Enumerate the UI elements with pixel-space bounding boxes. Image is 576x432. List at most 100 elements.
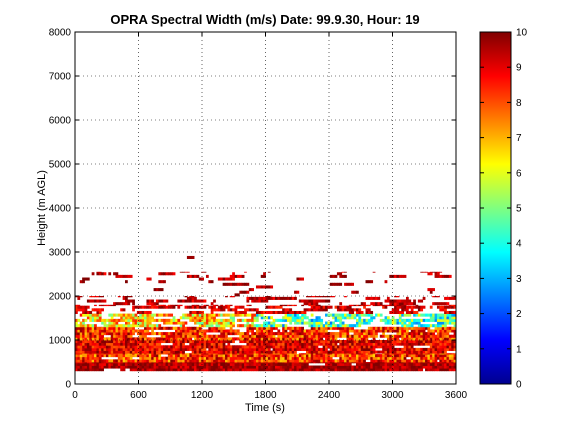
heatmap-cell — [177, 334, 181, 338]
heatmap-cell — [203, 354, 207, 358]
heatmap-cell — [122, 353, 126, 355]
heatmap-cell — [384, 321, 388, 325]
heatmap-cell — [189, 296, 193, 300]
heatmap-cell — [151, 316, 154, 320]
heatmap-cell — [410, 318, 414, 322]
heatmap-cell — [175, 356, 178, 360]
heatmap-cell — [260, 362, 264, 366]
heatmap-cell — [210, 368, 214, 372]
heatmap-cell — [236, 332, 240, 336]
heatmap-cell — [217, 356, 221, 360]
heatmap-cell — [325, 308, 328, 312]
heatmap-cell — [229, 362, 233, 364]
heatmap-cell — [353, 324, 357, 328]
heatmap-cell — [427, 368, 431, 372]
heatmap-cell — [370, 353, 374, 355]
heatmap-cell — [108, 340, 112, 344]
heatmap-cell — [327, 353, 331, 355]
heatmap-cell — [227, 359, 231, 363]
heatmap-cell — [151, 359, 154, 363]
heatmap-cell — [222, 368, 226, 372]
heatmap-cell — [336, 354, 340, 358]
heatmap-cell — [146, 337, 150, 341]
heatmap-cell — [313, 368, 316, 372]
heatmap-cell — [403, 326, 407, 330]
heatmap-cell — [141, 329, 145, 333]
heatmap-cell — [453, 340, 456, 344]
heatmap-cell — [358, 310, 362, 314]
heatmap-cell — [186, 332, 190, 336]
heatmap-cell — [234, 305, 238, 309]
heatmap-cell — [394, 368, 397, 372]
heatmap-cell — [182, 365, 185, 369]
heatmap-cell — [448, 365, 452, 369]
heatmap-cell — [89, 362, 93, 364]
heatmap-cell — [370, 359, 374, 363]
heatmap-cell — [432, 368, 435, 372]
heatmap-cell — [134, 321, 138, 325]
heatmap-cell — [82, 334, 85, 338]
heatmap-cell — [301, 365, 304, 369]
heatmap-cell — [344, 368, 347, 372]
heatmap-cell — [296, 310, 300, 314]
heatmap-cell — [82, 332, 85, 336]
heatmap-cell — [117, 340, 121, 344]
heatmap-cell — [334, 332, 338, 336]
heatmap-cell — [436, 318, 440, 322]
heatmap-cell — [258, 359, 262, 363]
heatmap-cell — [246, 308, 250, 312]
heatmap-cell — [391, 326, 395, 330]
heatmap-cell — [101, 342, 104, 346]
heatmap-cell — [436, 334, 440, 338]
heatmap-cell — [241, 350, 245, 354]
heatmap-cell — [115, 272, 119, 276]
heatmap-cell — [139, 354, 143, 358]
heatmap-cell — [310, 345, 314, 349]
heatmap-cell — [79, 321, 83, 325]
heatmap-cell — [170, 318, 174, 322]
heatmap-cell — [170, 340, 174, 344]
heatmap-cell — [382, 318, 385, 322]
heatmap-cell — [305, 362, 309, 366]
heatmap-cell — [327, 345, 331, 349]
heatmap-cell — [117, 332, 121, 336]
heatmap-cell — [303, 365, 307, 369]
heatmap-cell — [298, 342, 302, 346]
heatmap-cell — [377, 302, 381, 306]
heatmap-cell — [160, 345, 164, 349]
heatmap-cell — [367, 329, 371, 333]
heatmap-cell — [325, 334, 328, 338]
heatmap-cell — [384, 362, 388, 366]
heatmap-cell — [303, 342, 307, 346]
heatmap-cell — [363, 347, 366, 351]
heatmap-cell — [163, 334, 166, 338]
heatmap-cell — [129, 356, 133, 360]
heatmap-cell — [217, 324, 221, 328]
heatmap-cell — [453, 321, 456, 325]
heatmap-cell — [244, 362, 247, 364]
heatmap-cell — [401, 356, 405, 360]
heatmap-cell — [341, 362, 345, 364]
heatmap-cell — [403, 362, 407, 364]
heatmap-cell — [348, 324, 352, 328]
heatmap-cell — [75, 365, 78, 369]
heatmap-cell — [186, 359, 190, 363]
heatmap-cell — [184, 362, 188, 364]
heatmap-cell — [425, 353, 428, 355]
heatmap-cell — [94, 340, 97, 344]
heatmap-cell — [322, 308, 326, 312]
heatmap-cell — [394, 321, 397, 325]
heatmap-cell — [294, 296, 297, 300]
heatmap-cell — [346, 337, 350, 341]
heatmap-cell — [284, 329, 288, 333]
heatmap-cell — [289, 321, 293, 325]
heatmap-cell — [444, 313, 447, 317]
heatmap-cell — [444, 365, 447, 369]
heatmap-cell — [284, 368, 288, 372]
heatmap-cell — [382, 334, 385, 338]
heatmap-cell — [353, 354, 357, 358]
heatmap-cell — [134, 362, 138, 364]
heatmap-cell — [439, 353, 443, 355]
heatmap-cell — [79, 362, 83, 364]
heatmap-cell — [144, 359, 147, 363]
